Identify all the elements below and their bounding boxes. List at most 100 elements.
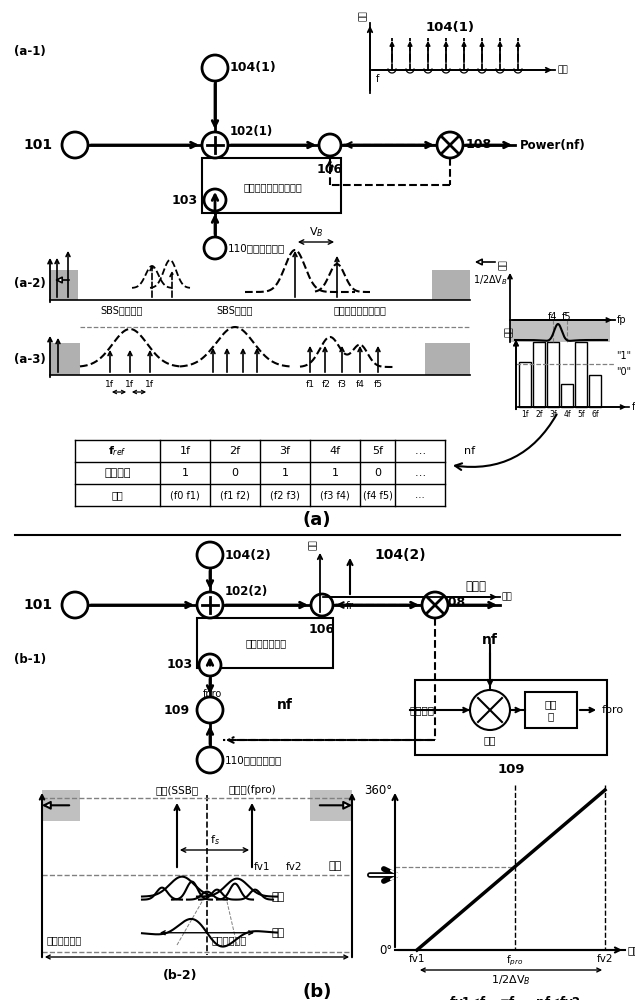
Text: fv2: fv2 (286, 862, 302, 872)
Bar (432, 270, 470, 300)
Text: 5f: 5f (577, 410, 585, 419)
Bar (202, 158, 341, 213)
Text: 3f: 3f (549, 410, 557, 419)
Circle shape (62, 132, 88, 158)
Bar (547, 342, 559, 407)
Text: 2f: 2f (535, 410, 543, 419)
Bar (525, 692, 577, 728)
Bar (50, 343, 80, 375)
Text: (a-3): (a-3) (14, 354, 46, 366)
Text: f2: f2 (321, 380, 330, 389)
Text: 频带: 频带 (112, 490, 123, 500)
Text: fv1: fv1 (254, 862, 271, 872)
Text: (f0 f1): (f0 f1) (170, 490, 200, 500)
Text: 102(1): 102(1) (230, 124, 273, 137)
Text: (f4 f5): (f4 f5) (363, 490, 392, 500)
Text: 3f: 3f (279, 446, 290, 456)
Text: (a): (a) (303, 511, 331, 529)
Text: (b): (b) (302, 983, 331, 1000)
Text: 相移量: 相移量 (465, 580, 486, 593)
Bar (50, 270, 78, 300)
Bar (197, 618, 333, 668)
Text: 104(2): 104(2) (225, 548, 272, 562)
Text: 1f: 1f (145, 380, 154, 389)
Circle shape (197, 592, 223, 618)
Text: 5f: 5f (372, 446, 383, 456)
Text: f$_{pro}$: f$_{pro}$ (506, 954, 523, 968)
Text: fv2: fv2 (597, 954, 613, 964)
Text: …: … (415, 468, 425, 478)
Text: fpro: fpro (203, 689, 222, 699)
Bar (415, 680, 607, 755)
Text: 110（探测信号）: 110（探测信号） (228, 243, 285, 253)
Bar (575, 342, 587, 407)
Text: f5: f5 (562, 312, 572, 322)
Text: Power(nf): Power(nf) (520, 138, 585, 151)
Text: fp: fp (617, 315, 627, 325)
Text: 信号(SSB）: 信号(SSB） (156, 785, 199, 795)
Text: f4: f4 (548, 312, 558, 322)
Circle shape (197, 747, 223, 773)
Bar (561, 384, 573, 407)
Text: 1f: 1f (105, 380, 114, 389)
Text: 108: 108 (466, 138, 492, 151)
Circle shape (470, 690, 510, 730)
Text: f1: f1 (305, 380, 314, 389)
Bar (425, 343, 470, 375)
Bar (589, 374, 601, 407)
Text: 波长: 波长 (329, 861, 342, 871)
Text: 布里渊损耗谱: 布里渊损耗谱 (212, 935, 247, 945)
Text: 1f: 1f (180, 446, 190, 456)
Circle shape (197, 542, 223, 568)
Text: 104(1): 104(1) (425, 21, 474, 34)
Text: 量化功率: 量化功率 (104, 468, 131, 478)
Circle shape (437, 132, 463, 158)
FancyArrowPatch shape (455, 414, 557, 470)
Text: f4: f4 (356, 380, 364, 389)
Text: 1: 1 (182, 468, 189, 478)
Text: 106: 106 (309, 623, 335, 636)
Text: fpro: fpro (602, 705, 624, 715)
Text: 103: 103 (172, 194, 198, 207)
Text: 滤波
器: 滤波 器 (545, 699, 558, 721)
Text: 泵浦光(fpro): 泵浦光(fpro) (228, 785, 276, 795)
Text: 109: 109 (497, 763, 525, 776)
Text: 101: 101 (24, 598, 53, 612)
Text: (f2 f3): (f2 f3) (270, 490, 300, 500)
Circle shape (62, 592, 88, 618)
Circle shape (202, 132, 228, 158)
Text: (f3 f4): (f3 f4) (320, 490, 350, 500)
Circle shape (202, 55, 228, 81)
Circle shape (204, 189, 226, 211)
Circle shape (319, 134, 341, 156)
Text: 探测信号: 探测信号 (410, 705, 435, 715)
Text: (b-2): (b-2) (163, 968, 197, 982)
Text: 布里渊增益谱: 布里渊增益谱 (47, 935, 83, 945)
Text: 102(2): 102(2) (225, 584, 268, 597)
Text: (a-1): (a-1) (14, 45, 46, 58)
Text: SBS斯托克谱: SBS斯托克谱 (101, 305, 143, 315)
Text: 101: 101 (24, 138, 53, 152)
Text: 106: 106 (317, 163, 343, 176)
Text: fv1<f$_{pro}$=f$_{探测信号}$-nf<fv2: fv1<f$_{pro}$=f$_{探测信号}$-nf<fv2 (449, 995, 581, 1000)
Text: 109: 109 (164, 704, 190, 716)
Text: 108: 108 (440, 596, 466, 609)
Text: 1/2ΔV$_B$: 1/2ΔV$_B$ (473, 273, 508, 287)
Text: 0: 0 (232, 468, 239, 478)
Text: f$_{ref}$: f$_{ref}$ (108, 444, 127, 458)
Text: nf: nf (482, 633, 498, 647)
Text: f3: f3 (337, 380, 347, 389)
Text: 2f: 2f (229, 446, 241, 456)
Text: nf: nf (464, 446, 476, 456)
Text: 110（探测信号）: 110（探测信号） (225, 755, 282, 765)
Text: 1f: 1f (521, 410, 529, 419)
Text: …: … (415, 446, 425, 456)
Text: "1": "1" (616, 351, 631, 361)
Text: 6f: 6f (591, 410, 599, 419)
Text: fv1: fv1 (409, 954, 425, 964)
Circle shape (197, 697, 223, 723)
Text: 0: 0 (374, 468, 381, 478)
Text: 功率: 功率 (505, 326, 514, 337)
Text: 功率: 功率 (499, 259, 508, 270)
Text: 1/2ΔV$_B$: 1/2ΔV$_B$ (491, 973, 531, 987)
